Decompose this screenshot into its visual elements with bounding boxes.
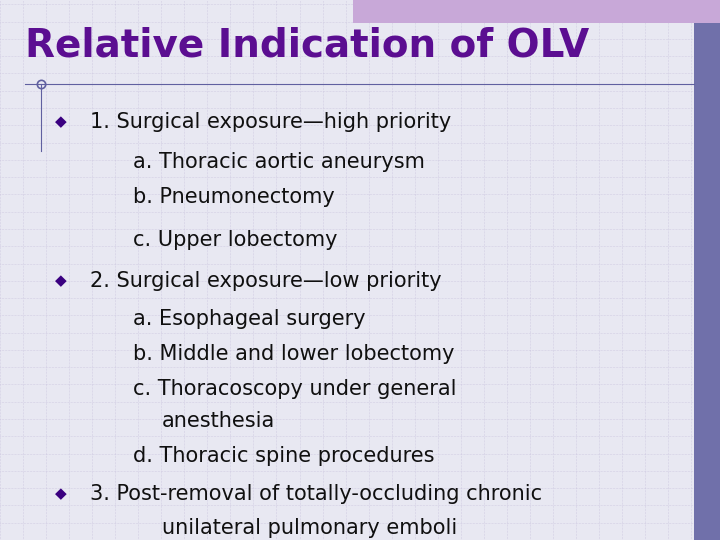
Text: c. Thoracoscopy under general: c. Thoracoscopy under general: [133, 379, 456, 399]
Text: a. Esophageal surgery: a. Esophageal surgery: [133, 308, 366, 329]
Text: 2. Surgical exposure—low priority: 2. Surgical exposure—low priority: [90, 271, 441, 291]
Text: c. Upper lobectomy: c. Upper lobectomy: [133, 230, 338, 251]
Text: ◆: ◆: [55, 273, 67, 288]
Text: d. Thoracic spine procedures: d. Thoracic spine procedures: [133, 446, 435, 467]
Text: 3. Post-removal of totally-occluding chronic: 3. Post-removal of totally-occluding chr…: [90, 484, 542, 504]
Text: ◆: ◆: [55, 114, 67, 129]
Text: a. Thoracic aortic aneurysm: a. Thoracic aortic aneurysm: [133, 152, 425, 172]
Bar: [353, 0, 720, 23]
Bar: [694, 23, 720, 540]
Text: anesthesia: anesthesia: [162, 411, 275, 431]
Text: Relative Indication of OLV: Relative Indication of OLV: [25, 27, 590, 65]
Text: b. Pneumonectomy: b. Pneumonectomy: [133, 187, 335, 207]
Text: ◆: ◆: [55, 487, 67, 502]
Text: b. Middle and lower lobectomy: b. Middle and lower lobectomy: [133, 343, 455, 364]
Text: 1. Surgical exposure—high priority: 1. Surgical exposure—high priority: [90, 111, 451, 132]
Text: unilateral pulmonary emboli: unilateral pulmonary emboli: [162, 518, 457, 538]
